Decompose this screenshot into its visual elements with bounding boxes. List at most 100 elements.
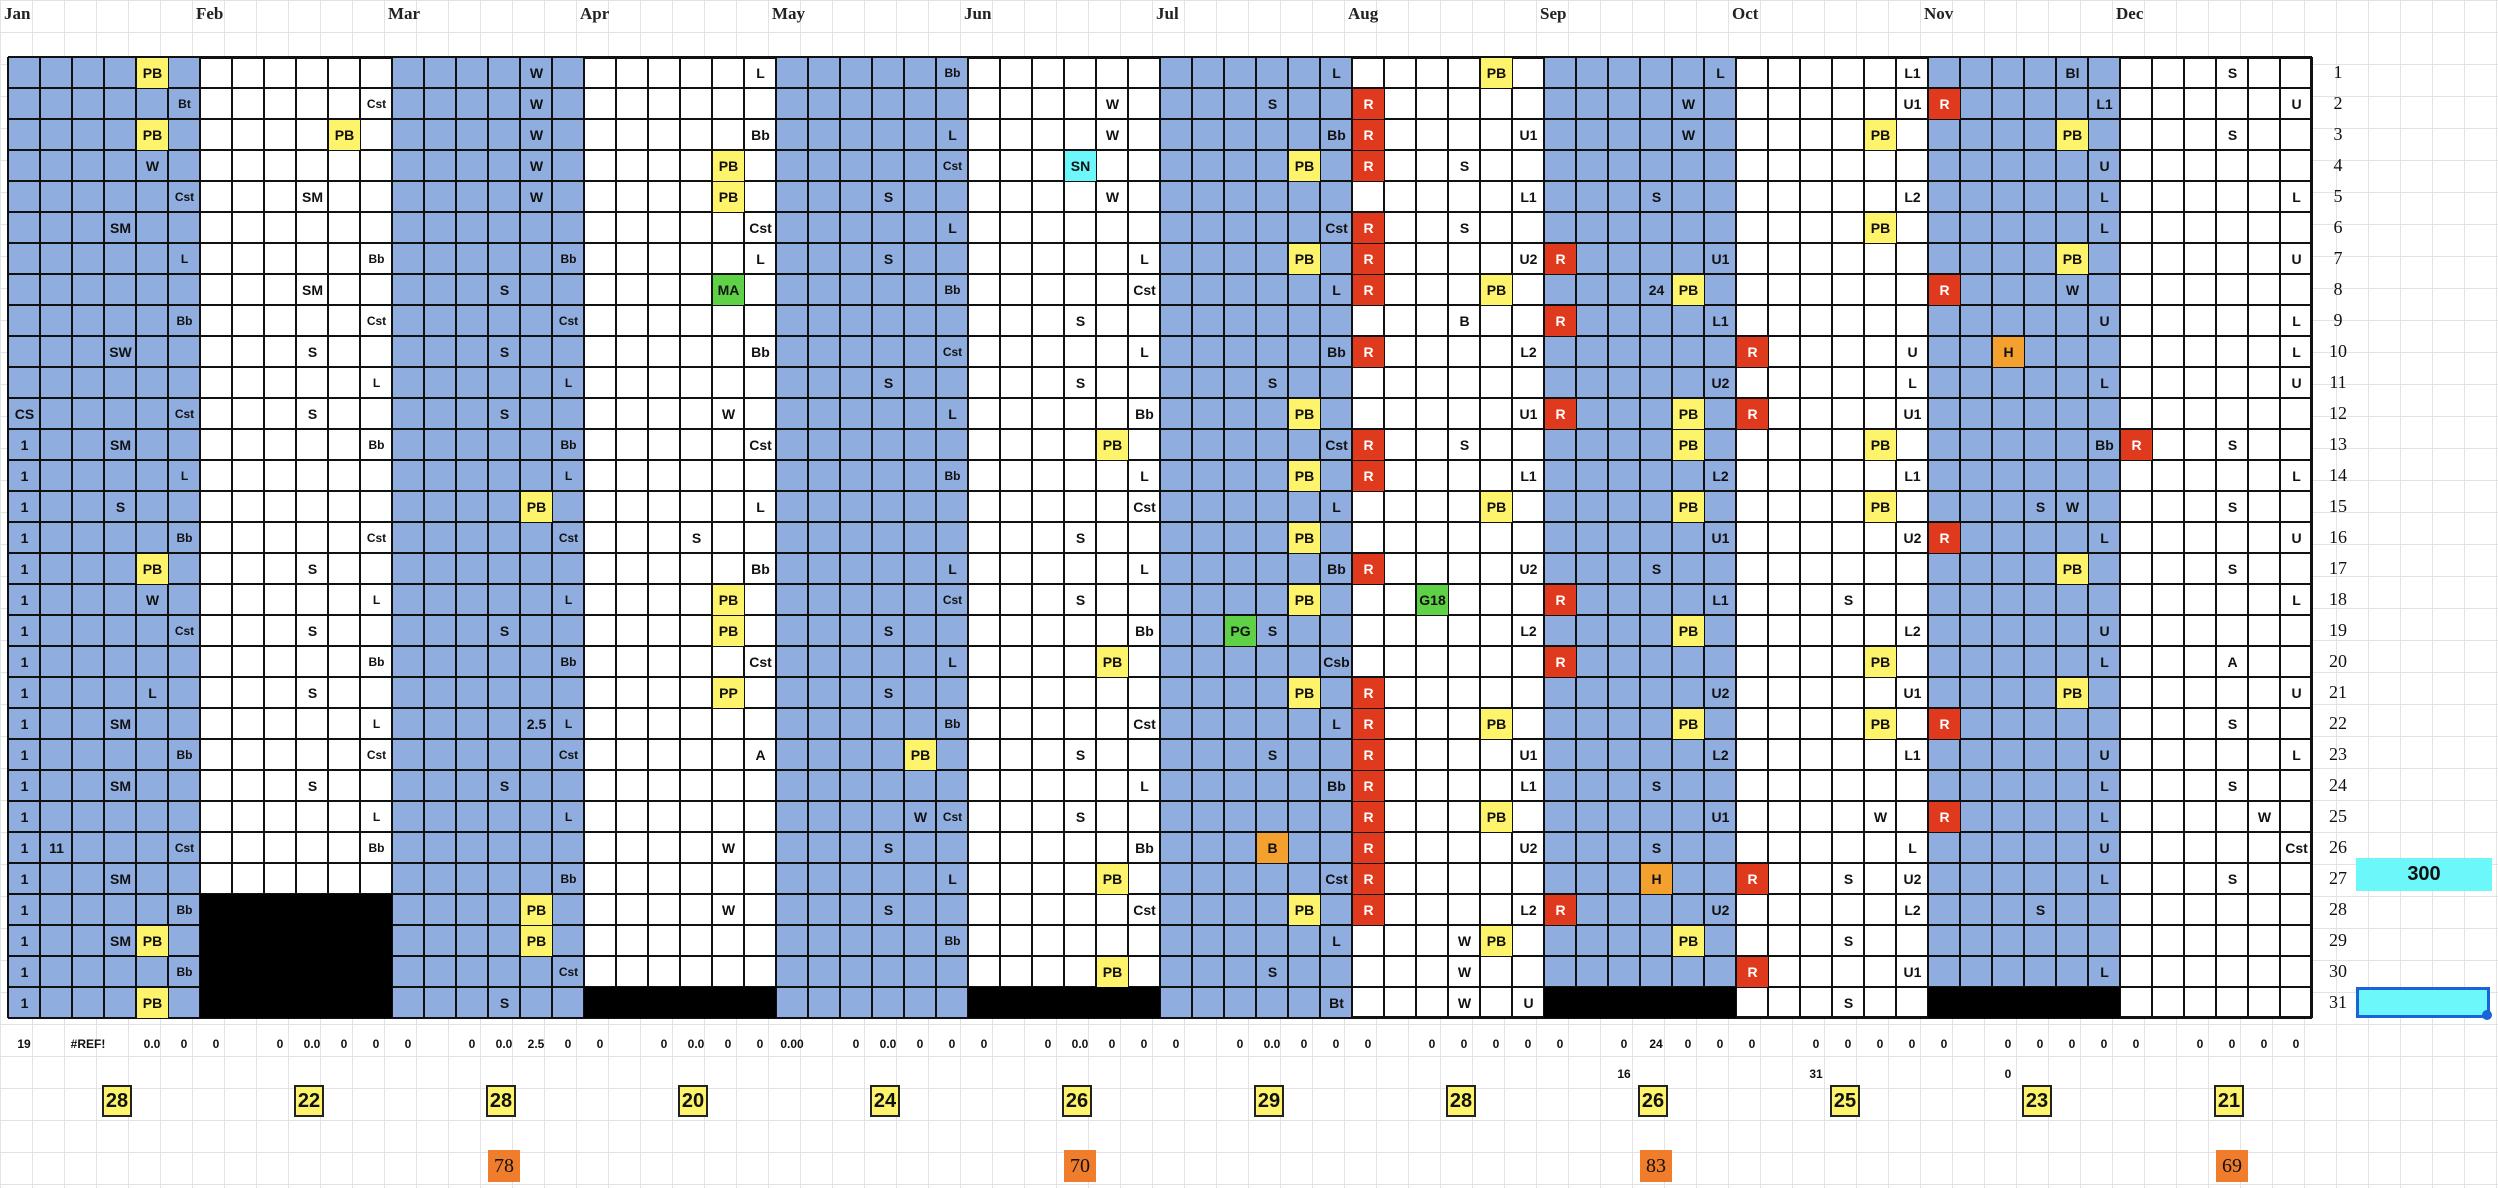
- entry-cell[interactable]: 1: [20, 840, 29, 856]
- entry-cell[interactable]: Cst: [366, 531, 387, 545]
- column-sum[interactable]: 0: [1684, 1037, 1692, 1051]
- entry-cell[interactable]: L: [1140, 344, 1149, 360]
- entry-cell[interactable]: U1: [1519, 747, 1538, 763]
- entry-cell[interactable]: S: [1651, 778, 1662, 794]
- marked-cell[interactable]: R: [1353, 461, 1384, 491]
- entry-cell[interactable]: L1: [1712, 313, 1729, 329]
- entry-cell[interactable]: L1: [1712, 592, 1729, 608]
- entry-cell[interactable]: SM: [110, 716, 131, 732]
- monthly-total[interactable]: 22: [294, 1085, 324, 1117]
- column-sum[interactable]: 0.0: [687, 1037, 705, 1051]
- column-sum[interactable]: 0: [852, 1037, 860, 1051]
- entry-cell[interactable]: L: [564, 810, 573, 824]
- entry-cell[interactable]: U2: [1519, 561, 1538, 577]
- entry-cell[interactable]: U1: [1903, 685, 1922, 701]
- entry-cell[interactable]: U1: [1903, 964, 1922, 980]
- quarter-total[interactable]: 78: [488, 1150, 520, 1182]
- entry-cell[interactable]: L: [948, 871, 957, 887]
- entry-cell[interactable]: W: [1681, 127, 1696, 143]
- entry-cell[interactable]: S: [1267, 623, 1278, 639]
- entry-cell[interactable]: L: [180, 252, 189, 266]
- entry-cell[interactable]: S: [307, 344, 318, 360]
- entry-cell[interactable]: Cst: [942, 159, 963, 173]
- marked-cell[interactable]: H: [1641, 864, 1672, 894]
- monthly-total[interactable]: 28: [102, 1085, 132, 1117]
- entry-cell[interactable]: W: [721, 840, 736, 856]
- entry-cell[interactable]: L: [948, 220, 957, 236]
- entry-cell[interactable]: 1: [20, 654, 29, 670]
- entry-cell[interactable]: L: [2100, 654, 2109, 670]
- entry-cell[interactable]: Bb: [176, 903, 193, 917]
- entry-cell[interactable]: L: [564, 717, 573, 731]
- marked-cell[interactable]: PB: [137, 554, 168, 584]
- marked-cell[interactable]: PB: [1481, 492, 1512, 522]
- entry-cell[interactable]: Bb: [751, 561, 770, 577]
- monthly-total[interactable]: 24: [870, 1085, 900, 1117]
- entry-cell[interactable]: L: [2292, 468, 2301, 484]
- entry-cell[interactable]: L: [1332, 282, 1341, 298]
- entry-cell[interactable]: 24: [1648, 282, 1665, 298]
- marked-cell[interactable]: R: [1737, 399, 1768, 429]
- column-sum[interactable]: 0: [404, 1037, 412, 1051]
- marked-cell[interactable]: PB: [1097, 864, 1128, 894]
- entry-cell[interactable]: S: [1843, 871, 1854, 887]
- entry-cell[interactable]: Cst: [749, 220, 772, 236]
- entry-cell[interactable]: W: [1681, 96, 1696, 112]
- entry-cell[interactable]: L1: [1520, 468, 1537, 484]
- column-sum[interactable]: #REF!: [70, 1037, 106, 1051]
- entry-cell[interactable]: L: [2100, 189, 2109, 205]
- entry-cell[interactable]: Bb: [2095, 437, 2114, 453]
- entry-cell[interactable]: S: [2035, 499, 2046, 515]
- marked-cell[interactable]: PB: [329, 120, 360, 150]
- entry-cell[interactable]: Cst: [558, 748, 579, 762]
- entry-cell[interactable]: S: [883, 189, 894, 205]
- entry-cell[interactable]: Bb: [751, 127, 770, 143]
- entry-cell[interactable]: 1: [20, 902, 29, 918]
- entry-cell[interactable]: S: [307, 623, 318, 639]
- entry-cell[interactable]: S: [2227, 716, 2238, 732]
- entry-cell[interactable]: S: [1267, 747, 1278, 763]
- extra-value[interactable]: 0: [2004, 1067, 2012, 1081]
- marked-cell[interactable]: R: [1737, 337, 1768, 367]
- entry-cell[interactable]: Cst: [366, 314, 387, 328]
- marked-cell[interactable]: R: [1353, 89, 1384, 119]
- marked-cell[interactable]: R: [1929, 275, 1960, 305]
- column-sum[interactable]: 0: [1620, 1037, 1628, 1051]
- column-sum[interactable]: 0: [916, 1037, 924, 1051]
- column-sum[interactable]: 0: [1812, 1037, 1820, 1051]
- entry-cell[interactable]: Bb: [368, 252, 385, 266]
- entry-cell[interactable]: S: [499, 282, 510, 298]
- entry-cell[interactable]: L: [564, 376, 573, 390]
- marked-cell[interactable]: PB: [1097, 647, 1128, 677]
- column-sum[interactable]: 0: [1748, 1037, 1756, 1051]
- column-sum[interactable]: 19: [17, 1037, 31, 1051]
- entry-cell[interactable]: U1: [1711, 251, 1730, 267]
- monthly-total[interactable]: 23: [2022, 1085, 2052, 1117]
- marked-cell[interactable]: R: [1353, 275, 1384, 305]
- entry-cell[interactable]: Cst: [558, 965, 579, 979]
- entry-cell[interactable]: L: [2292, 592, 2301, 608]
- marked-cell[interactable]: PB: [1289, 461, 1320, 491]
- column-sum[interactable]: 0: [724, 1037, 732, 1051]
- entry-cell[interactable]: S: [499, 344, 510, 360]
- column-sum[interactable]: 0.0: [879, 1037, 897, 1051]
- entry-cell[interactable]: L1: [1520, 189, 1537, 205]
- entry-cell[interactable]: L1: [1520, 778, 1537, 794]
- entry-cell[interactable]: S: [1651, 189, 1662, 205]
- entry-cell[interactable]: L: [1140, 251, 1149, 267]
- entry-cell[interactable]: S: [307, 685, 318, 701]
- column-sum[interactable]: 0: [1236, 1037, 1244, 1051]
- entry-cell[interactable]: SM: [110, 437, 131, 453]
- entry-cell[interactable]: S: [1075, 747, 1086, 763]
- entry-cell[interactable]: L: [948, 654, 957, 670]
- column-sum[interactable]: 0: [1300, 1037, 1308, 1051]
- marked-cell[interactable]: PB: [1481, 709, 1512, 739]
- entry-cell[interactable]: W: [529, 189, 544, 205]
- entry-cell[interactable]: S: [307, 778, 318, 794]
- entry-cell[interactable]: 1: [20, 561, 29, 577]
- entry-cell[interactable]: U: [2291, 530, 2302, 546]
- monthly-total[interactable]: 29: [1254, 1085, 1284, 1117]
- entry-cell[interactable]: Cst: [558, 531, 579, 545]
- entry-cell[interactable]: L: [2100, 871, 2109, 887]
- entry-cell[interactable]: Bb: [560, 872, 577, 886]
